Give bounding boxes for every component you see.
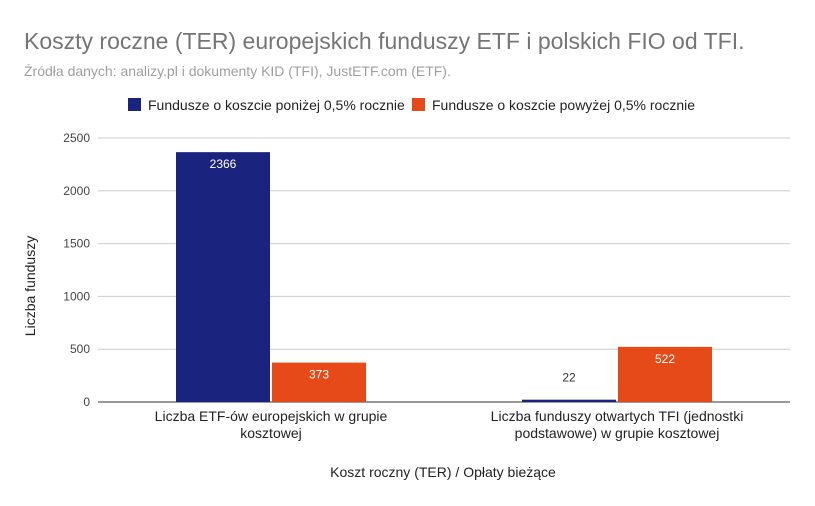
y-tick-label: 1000 <box>63 289 90 303</box>
legend-label-series-1: Fundusze o koszcie poniżej 0,5% rocznie <box>148 97 405 113</box>
bar-1-series-1 <box>176 152 270 402</box>
bars <box>176 152 712 402</box>
bar-2-series-1 <box>522 399 616 402</box>
data-label: 522 <box>655 352 675 366</box>
chart-subtitle: Źródła danych: analizy.pl i dokumenty KI… <box>24 63 451 79</box>
x-axis-title: Koszt roczny (TER) / Opłaty bieżące <box>330 464 556 480</box>
chart-title: Koszty roczne (TER) europejskich fundusz… <box>24 28 744 54</box>
legend: Fundusze o koszcie poniżej 0,5% rocznie … <box>128 97 695 113</box>
y-tick-label: 0 <box>83 395 90 409</box>
legend-swatch-series-2 <box>412 98 425 111</box>
category-label: kosztowej <box>240 425 301 441</box>
y-tick-label: 2500 <box>63 131 90 145</box>
bar-2-series-2 <box>618 346 712 402</box>
data-label: 2366 <box>210 157 237 171</box>
bar-1-series-2 <box>272 362 366 402</box>
data-label: 22 <box>562 371 576 385</box>
y-tick-label: 1500 <box>63 237 90 251</box>
y-tick-label: 500 <box>70 342 90 356</box>
category-label: Liczba funduszy otwartych TFI (jednostki <box>491 408 744 424</box>
category-label: podstawowe) w grupie kosztowej <box>515 425 720 441</box>
category-labels: Liczba ETF-ów europejskich w grupiekoszt… <box>155 408 744 441</box>
y-axis-title: Liczba funduszy <box>22 236 38 336</box>
legend-label-series-2: Fundusze o koszcie powyżej 0,5% rocznie <box>432 97 695 113</box>
data-labels: 2366 373 22 522 <box>210 157 676 385</box>
data-label: 373 <box>309 368 329 382</box>
y-tick-label: 2000 <box>63 184 90 198</box>
category-label: Liczba ETF-ów europejskich w grupie <box>155 408 388 424</box>
legend-swatch-series-1 <box>128 98 141 111</box>
y-axis-ticks: 0 500 1000 1500 2000 2500 <box>63 131 90 409</box>
